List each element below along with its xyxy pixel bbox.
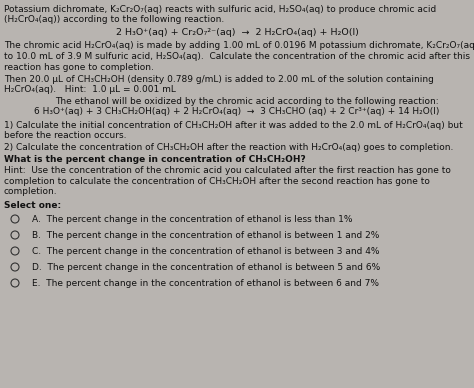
Text: Select one:: Select one:	[4, 201, 61, 211]
Text: 6 H₃O⁺(aq) + 3 CH₃CH₂OH(aq) + 2 H₂CrO₄(aq)  →  3 CH₃CHO (aq) + 2 Cr³⁺(aq) + 14 H: 6 H₃O⁺(aq) + 3 CH₃CH₂OH(aq) + 2 H₂CrO₄(a…	[34, 107, 440, 116]
Text: 2) Calculate the concentration of CH₃CH₂OH after the reaction with H₂CrO₄(aq) go: 2) Calculate the concentration of CH₃CH₂…	[4, 143, 453, 152]
Text: Hint:  Use the concentration of the chromic acid you calculated after the first : Hint: Use the concentration of the chrom…	[4, 166, 451, 175]
Text: completion.: completion.	[4, 187, 58, 196]
Text: B.  The percent change in the concentration of ethanol is between 1 and 2%: B. The percent change in the concentrati…	[32, 231, 379, 240]
Text: E.  The percent change in the concentration of ethanol is between 6 and 7%: E. The percent change in the concentrati…	[32, 279, 379, 288]
Text: Then 20.0 μL of CH₃CH₂OH (density 0.789 g/mL) is added to 2.00 mL of the solutio: Then 20.0 μL of CH₃CH₂OH (density 0.789 …	[4, 75, 434, 84]
Text: 1) Calculate the initial concentration of CH₃CH₂OH after it was added to the 2.0: 1) Calculate the initial concentration o…	[4, 121, 463, 130]
Text: What is the percent change in concentration of CH₃CH₂OH?: What is the percent change in concentrat…	[4, 154, 306, 163]
Text: A.  The percent change in the concentration of ethanol is less than 1%: A. The percent change in the concentrati…	[32, 215, 353, 224]
Text: before the reaction occurs.: before the reaction occurs.	[4, 132, 127, 140]
Text: 2 H₃O⁺(aq) + Cr₂O₇²⁻(aq)  →  2 H₂CrO₄(aq) + H₂O(l): 2 H₃O⁺(aq) + Cr₂O₇²⁻(aq) → 2 H₂CrO₄(aq) …	[116, 28, 358, 37]
Text: reaction has gone to completion.: reaction has gone to completion.	[4, 62, 154, 71]
Text: D.  The percent change in the concentration of ethanol is between 5 and 6%: D. The percent change in the concentrati…	[32, 263, 380, 272]
Text: to 10.0 mL of 3.9 M sulfuric acid, H₂SO₄(aq).  Calculate the concentration of th: to 10.0 mL of 3.9 M sulfuric acid, H₂SO₄…	[4, 52, 470, 61]
Text: Potassium dichromate, K₂Cr₂O₇(aq) reacts with sulfuric acid, H₂SO₄(aq) to produc: Potassium dichromate, K₂Cr₂O₇(aq) reacts…	[4, 5, 436, 14]
Text: completion to calculate the concentration of CH₃CH₂OH after the second reaction : completion to calculate the concentratio…	[4, 177, 430, 185]
Text: The chromic acid H₂CrO₄(aq) is made by adding 1.00 mL of 0.0196 M potassium dich: The chromic acid H₂CrO₄(aq) is made by a…	[4, 42, 474, 50]
Text: H₂CrO₄(aq).   Hint:  1.0 μL = 0.001 mL: H₂CrO₄(aq). Hint: 1.0 μL = 0.001 mL	[4, 85, 176, 95]
Text: The ethanol will be oxidized by the chromic acid according to the following reac: The ethanol will be oxidized by the chro…	[55, 97, 438, 106]
Text: C.  The percent change in the concentration of ethanol is between 3 and 4%: C. The percent change in the concentrati…	[32, 247, 380, 256]
Text: (H₂CrO₄(aq)) according to the following reaction.: (H₂CrO₄(aq)) according to the following …	[4, 16, 224, 24]
